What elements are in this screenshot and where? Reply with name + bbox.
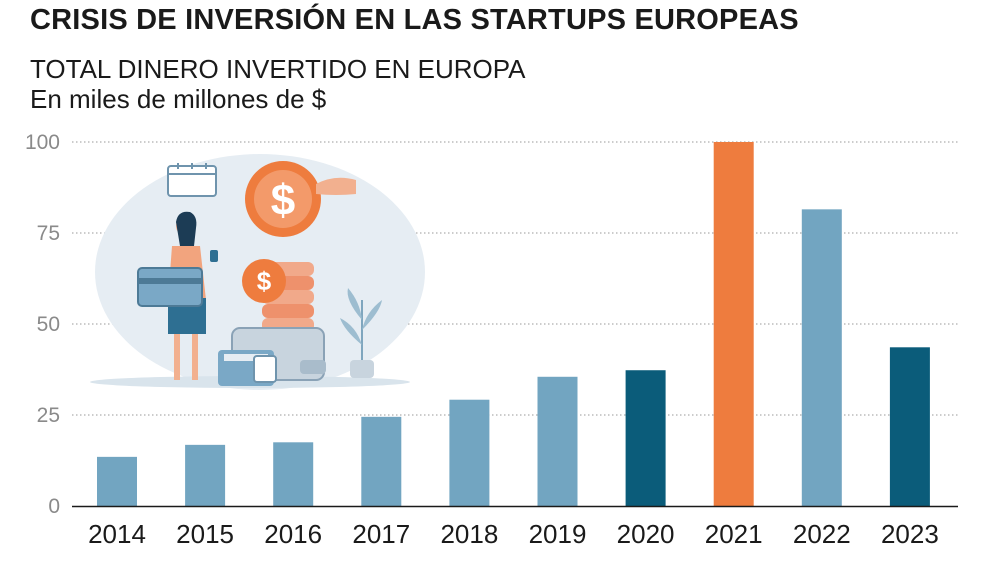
chart-subtitle: TOTAL DINERO INVERTIDO EN EUROPA bbox=[30, 54, 526, 84]
x-axis-ticks: 2014 2015 2016 2017 2018 2019 2020 2021 2022 2023 bbox=[88, 519, 939, 549]
y-tick-label: 50 bbox=[37, 313, 60, 336]
bar-2018 bbox=[449, 399, 490, 506]
woman-figure-icon bbox=[137, 211, 218, 380]
bar-2015 bbox=[185, 444, 226, 506]
bar-2019 bbox=[537, 376, 578, 506]
y-tick-label: 100 bbox=[25, 131, 60, 154]
x-tick-label: 2018 bbox=[440, 519, 498, 549]
bar-2022 bbox=[801, 209, 842, 506]
bar-2020 bbox=[625, 370, 666, 506]
svg-text:$: $ bbox=[271, 176, 295, 225]
calendar-icon bbox=[167, 163, 217, 197]
bar-2023 bbox=[889, 347, 930, 506]
plant-icon bbox=[340, 288, 382, 378]
bar-2014 bbox=[97, 456, 137, 506]
chart-units: En miles de millones de $ bbox=[30, 84, 327, 114]
x-tick-label: 2015 bbox=[176, 519, 234, 549]
chart-title: CRISIS DE INVERSIÓN EN LAS STARTUPS EURO… bbox=[30, 4, 799, 36]
bars bbox=[97, 142, 930, 506]
x-tick-label: 2019 bbox=[529, 519, 587, 549]
y-tick-label: 75 bbox=[37, 222, 60, 245]
x-tick-label: 2017 bbox=[352, 519, 410, 549]
investment-illustration: $ $ bbox=[90, 154, 425, 390]
bar-2021 bbox=[713, 142, 754, 506]
x-tick-label: 2021 bbox=[705, 519, 763, 549]
y-tick-label: 0 bbox=[48, 495, 60, 518]
y-axis-ticks: 0 25 50 75 100 bbox=[25, 131, 60, 518]
x-tick-label: 2020 bbox=[617, 519, 675, 549]
x-tick-label: 2023 bbox=[881, 519, 939, 549]
svg-text:$: $ bbox=[257, 266, 272, 296]
x-tick-label: 2014 bbox=[88, 519, 146, 549]
x-tick-label: 2016 bbox=[264, 519, 322, 549]
bar-2016 bbox=[273, 442, 314, 506]
calculator-icon bbox=[218, 350, 277, 386]
y-tick-label: 25 bbox=[37, 404, 60, 427]
dollar-coin-icon: $ bbox=[245, 161, 356, 237]
bar-2017 bbox=[361, 416, 402, 506]
x-tick-label: 2022 bbox=[793, 519, 851, 549]
